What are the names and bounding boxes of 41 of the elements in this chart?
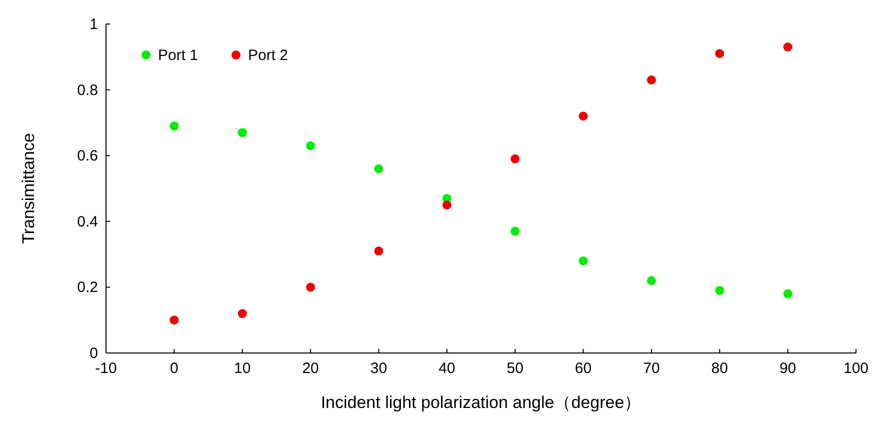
point [374, 246, 384, 256]
y-tick-label: 1 [90, 16, 98, 33]
point [306, 141, 316, 150]
point [578, 112, 588, 121]
point [238, 309, 247, 318]
x-tick-label: 10 [234, 360, 251, 377]
x-tick-label: 50 [506, 360, 524, 377]
x-tick-label: 80 [711, 360, 728, 377]
point [646, 276, 656, 286]
x-tick-label: 60 [574, 360, 592, 377]
x-tick-label: 20 [302, 360, 319, 377]
point [306, 282, 316, 292]
point [578, 256, 588, 266]
x-axis-title: Incident light polarization angle（degree） [320, 393, 642, 412]
point [170, 121, 179, 130]
legend-label: Port 1 [158, 47, 198, 64]
point [442, 200, 452, 210]
x-tick-label: 0 [170, 360, 178, 377]
x-tick-label: 40 [438, 360, 456, 377]
point [374, 164, 384, 174]
legend-label: Port 2 [248, 47, 288, 64]
x-tick-label: 70 [643, 360, 660, 377]
point [646, 75, 656, 84]
x-tick-label: 90 [779, 360, 796, 377]
y-tick-label: 0.2 [77, 279, 98, 296]
point [783, 289, 792, 298]
y-tick-label: 0.6 [77, 148, 98, 165]
point [238, 128, 247, 138]
x-tick-label: 100 [843, 360, 869, 377]
point [715, 49, 724, 58]
point [715, 286, 724, 295]
y-axis-title: Transimittance [19, 133, 38, 244]
y-tick-label: 0.8 [77, 82, 98, 99]
point [783, 42, 792, 52]
x-tick-label: 30 [370, 360, 388, 377]
point [170, 316, 179, 325]
x-tick-label: -10 [95, 360, 117, 377]
point [510, 154, 520, 164]
y-tick-label: 0 [90, 345, 98, 362]
y-tick-label: 0.4 [77, 213, 98, 230]
point [510, 226, 520, 236]
